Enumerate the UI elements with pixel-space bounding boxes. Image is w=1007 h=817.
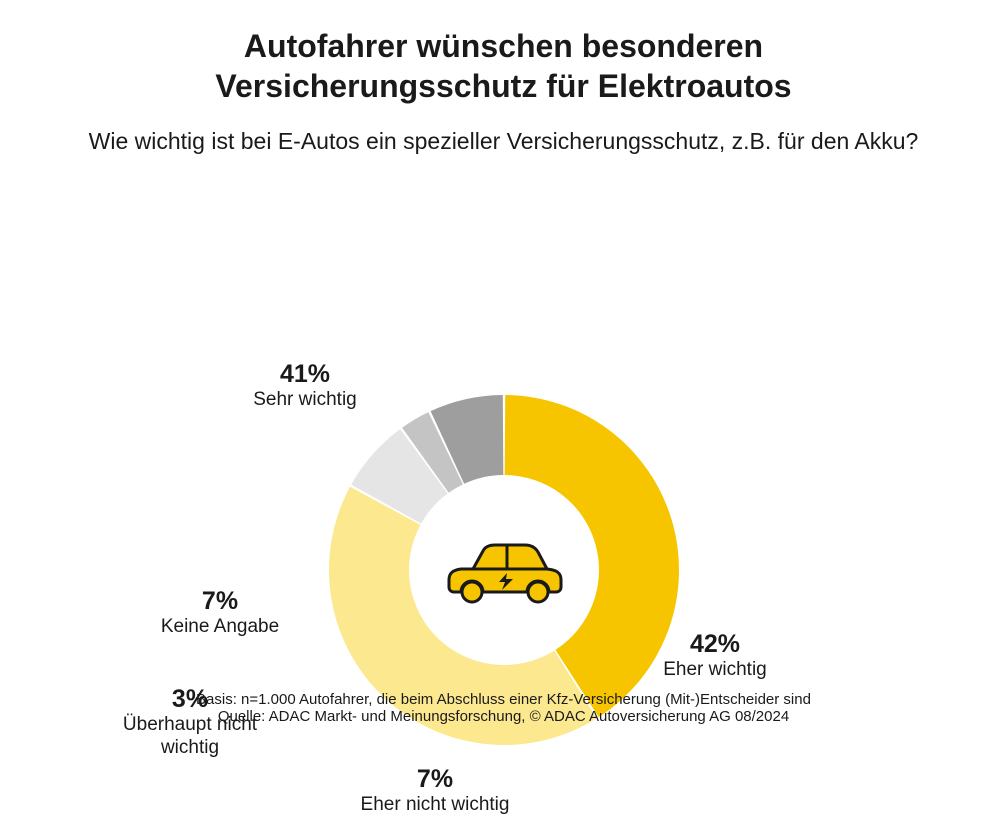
footer-line2: Quelle: ADAC Markt- und Meinungsforschun…	[0, 708, 1007, 725]
footer-line1: Basis: n=1.000 Autofahrer, die beim Absc…	[0, 691, 1007, 708]
slice-percent: 41%	[205, 360, 405, 389]
chart-title: Autofahrer wünschen besonderen Versicher…	[0, 26, 1007, 106]
chart-footer: Basis: n=1.000 Autofahrer, die beim Absc…	[0, 691, 1007, 725]
slice-label: 7%Keine Angabe	[130, 587, 310, 639]
slice-label: 41%Sehr wichtig	[205, 360, 405, 412]
chart-subtitle: Wie wichtig ist bei E-Autos ein speziell…	[0, 128, 1007, 155]
title-line1: Autofahrer wünschen besonderen	[244, 28, 763, 64]
slice-percent: 42%	[615, 630, 815, 659]
slice-percent: 7%	[130, 587, 310, 616]
slice-text: Sehr wichtig	[205, 389, 405, 412]
ev-car-icon	[439, 535, 569, 610]
slice-label: 42%Eher wichtig	[615, 630, 815, 682]
slice-percent: 7%	[335, 765, 535, 794]
slice-text: Eher nicht wichtig	[335, 794, 535, 817]
title-line2: Versicherungsschutz für Elektroautos	[215, 68, 791, 104]
slice-label: 7%Eher nicht wichtig	[335, 765, 535, 817]
slice-text: Eher wichtig	[615, 659, 815, 682]
slice-text: Keine Angabe	[130, 616, 310, 639]
